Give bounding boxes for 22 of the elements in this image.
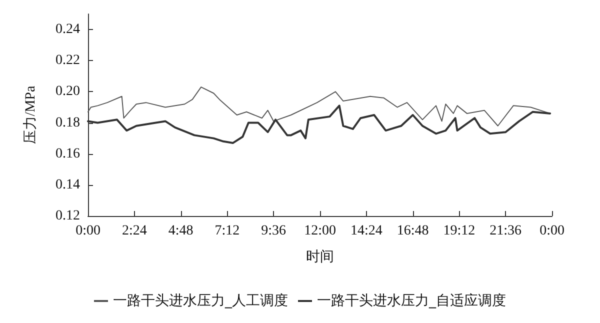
y-axis-title: 压力/MPa [22, 85, 38, 144]
x-tick-label: 16:48 [396, 224, 429, 238]
y-tick-label: 0.16 [56, 146, 80, 162]
x-tick-label: 2:24 [122, 224, 147, 238]
y-tick-label: 0.18 [56, 115, 80, 130]
x-tick-label: 19:12 [443, 224, 476, 238]
y-tick-label: 0.24 [56, 22, 80, 38]
y-tick-label: 0.12 [56, 208, 80, 224]
y-tick-label: 0.14 [56, 177, 80, 192]
x-tick-label: 14:24 [350, 224, 382, 238]
x-tick-label: 9:36 [261, 224, 286, 238]
x-tick-label: 0:00 [540, 224, 564, 238]
x-tick-label: 7:12 [214, 224, 240, 238]
legend-label: 一路干头进水压力_自适应调度 [317, 293, 506, 309]
y-tick-label: 0.22 [56, 53, 80, 68]
y-tick-label: 0.20 [56, 84, 80, 100]
legend-label: 一路干头进水压力_人工调度 [113, 293, 288, 309]
x-tick-label: 0:00 [76, 224, 100, 238]
x-tick-label: 21:36 [490, 224, 522, 238]
x-tick-label: 4:48 [168, 224, 194, 238]
x-tick-label: 12:00 [304, 224, 336, 238]
x-axis-title: 时间 [306, 249, 334, 265]
